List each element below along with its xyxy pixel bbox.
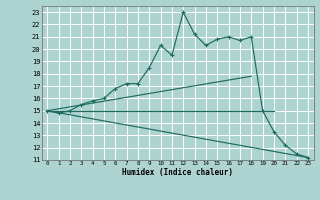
X-axis label: Humidex (Indice chaleur): Humidex (Indice chaleur) <box>122 168 233 177</box>
